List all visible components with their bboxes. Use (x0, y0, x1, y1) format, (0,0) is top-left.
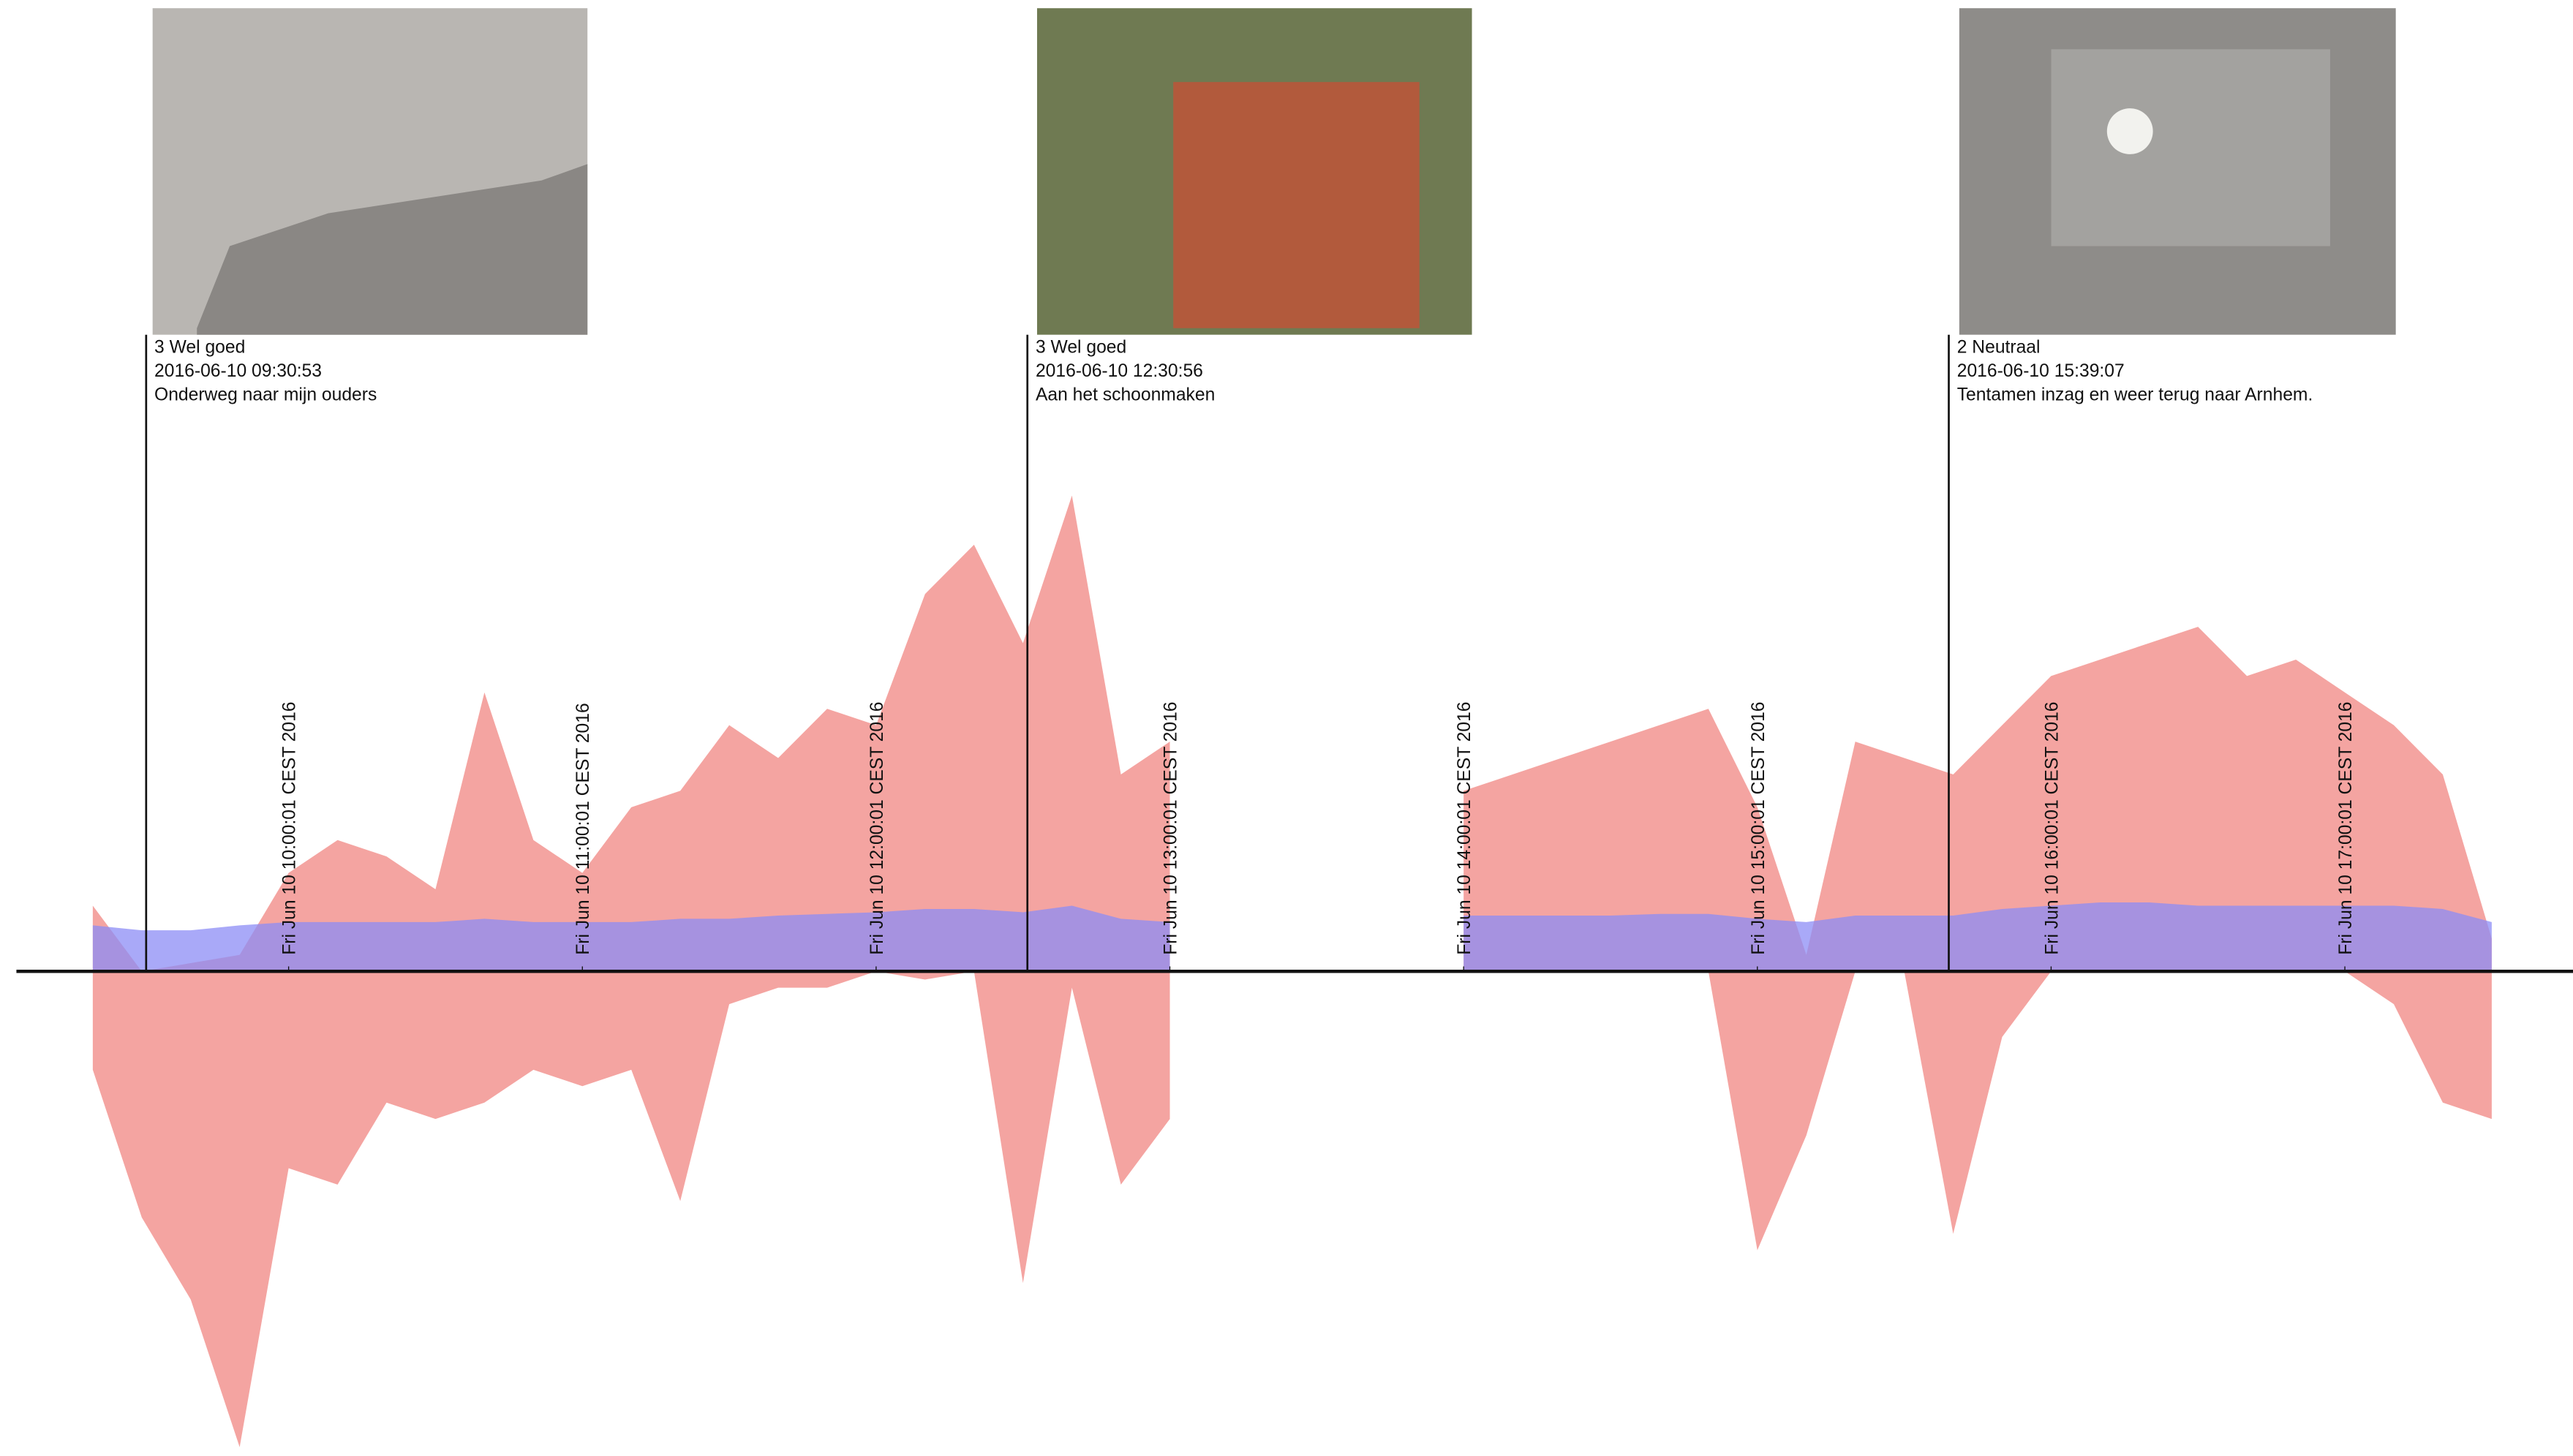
x-tick-label: Fri Jun 10 17:00:01 CEST 2016 (2336, 701, 2356, 954)
annotation-text: Aan het schoonmaken (1036, 385, 1215, 404)
annotation-text: Tentamen inzag en weer terug naar Arnhem… (1957, 385, 2313, 404)
annotation-text: 2016-06-10 15:39:07 (1957, 361, 2125, 381)
area (93, 971, 2492, 1447)
area (93, 496, 2492, 972)
annotation-text: Onderweg naar mijn ouders (154, 385, 377, 404)
photo-detail (1173, 82, 1420, 328)
photo-detail (2052, 49, 2330, 246)
annotation-text: 3 Wel goed (154, 337, 245, 357)
photo-light (2107, 108, 2153, 154)
annotation-text: 2016-06-10 09:30:53 (154, 361, 322, 381)
x-tick-label: Fri Jun 10 15:00:01 CEST 2016 (1749, 701, 1768, 954)
x-tick-label: Fri Jun 10 13:00:01 CEST 2016 (1161, 701, 1180, 954)
annotation-text: 3 Wel goed (1036, 337, 1126, 357)
x-tick-label: Fri Jun 10 12:00:01 CEST 2016 (867, 701, 887, 954)
annotation-text: 2 Neutraal (1957, 337, 2041, 357)
chart: Fri Jun 10 10:00:01 CEST 2016 Fri Jun 10 … (0, 0, 2573, 1456)
annotation-text: 2016-06-10 12:30:56 (1036, 361, 1203, 381)
x-tick-label: Fri Jun 10 16:00:01 CEST 2016 (2042, 701, 2062, 954)
x-tick-label: Fri Jun 10 14:00:01 CEST 2016 (1455, 701, 1474, 954)
x-tick-label: Fri Jun 10 11:00:01 CEST 2016 (573, 703, 593, 954)
x-tick-label: Fri Jun 10 10:00:01 CEST 2016 (280, 701, 300, 954)
